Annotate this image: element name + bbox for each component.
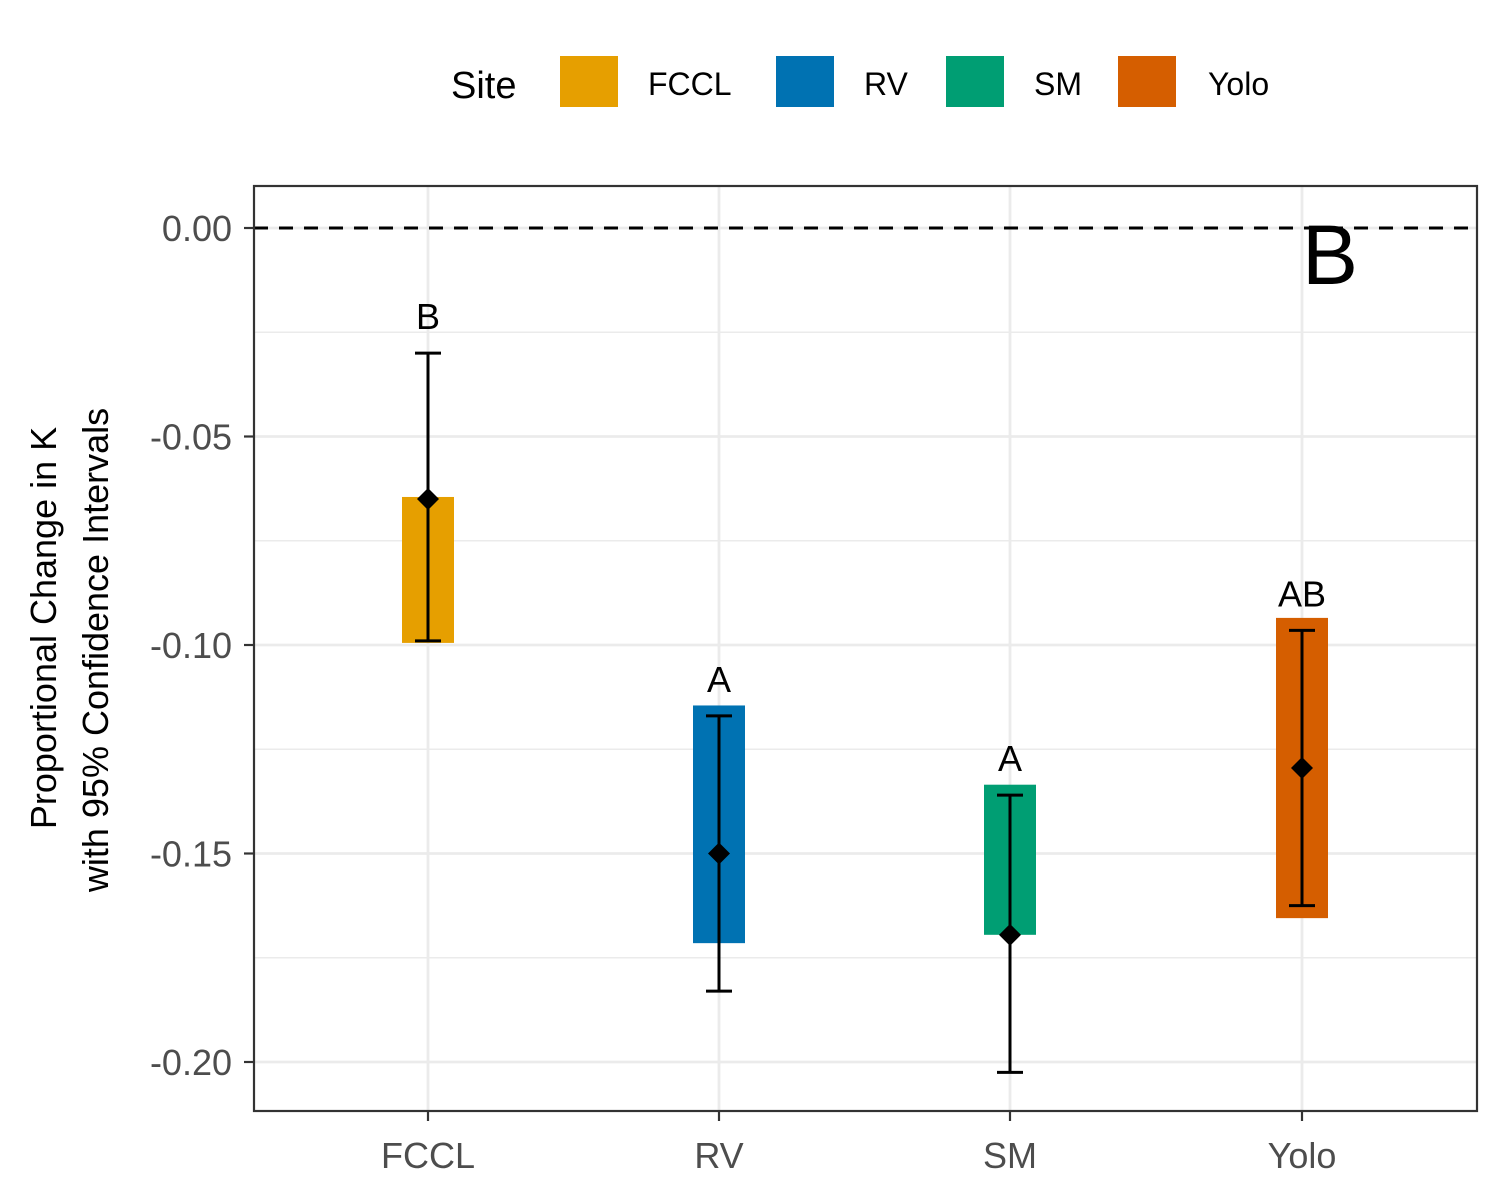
significance-letter-yolo: AB — [1278, 573, 1326, 614]
x-tick-label-rv: RV — [694, 1135, 743, 1176]
x-tick-label-sm: SM — [983, 1135, 1037, 1176]
estimate-point-rv — [708, 842, 730, 865]
y-tick-label: -0.05 — [150, 417, 232, 458]
legend-key-sm — [946, 56, 1004, 107]
legend-title: Site — [451, 65, 516, 107]
legend-key-yolo — [1118, 56, 1176, 107]
significance-letter-sm: A — [998, 738, 1022, 779]
y-tick-label: -0.10 — [150, 625, 232, 666]
panel-tag: B — [1302, 208, 1358, 302]
y-tick-label: -0.20 — [150, 1042, 232, 1083]
plot-panel: B A A AB B — [252, 184, 1479, 1113]
y-axis-title-line2: with 95% Confidence Intervals — [75, 408, 116, 893]
estimate-point-fccl — [417, 488, 439, 511]
x-tick-label-yolo: Yolo — [1268, 1135, 1337, 1176]
legend-label-yolo: Yolo — [1208, 66, 1269, 102]
estimate-point-sm — [999, 923, 1021, 946]
x-tick-label-fccl: FCCL — [381, 1135, 475, 1176]
estimate-point-yolo — [1291, 757, 1313, 780]
legend-label-fccl: FCCL — [648, 66, 732, 102]
panel-background — [254, 186, 1477, 1111]
y-axis-title-line1: Proportional Change in K — [23, 427, 64, 829]
legend-key-rv — [776, 56, 834, 107]
legend-key-fccl — [560, 56, 618, 107]
significance-letter-fccl: B — [416, 296, 440, 337]
panel-border — [252, 184, 1479, 1113]
legend-label-rv: RV — [864, 66, 909, 102]
legend: Site FCCL RV SM Yolo — [451, 56, 1269, 107]
legend-label-sm: SM — [1034, 66, 1082, 102]
significance-letter-rv: A — [707, 659, 731, 700]
y-tick-label: -0.15 — [150, 834, 232, 875]
y-tick-label: 0.00 — [162, 208, 232, 249]
